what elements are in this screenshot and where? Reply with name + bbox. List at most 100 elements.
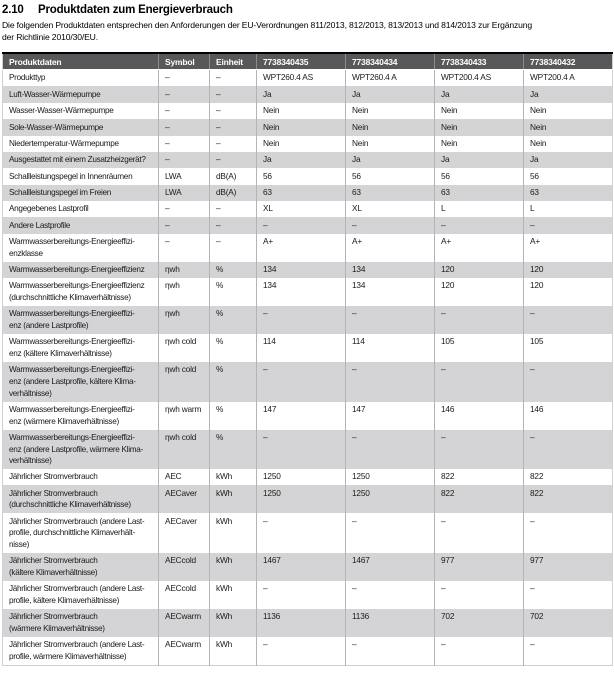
- value-cell: Ja: [434, 151, 524, 169]
- value-cell: 1136: [256, 608, 346, 637]
- value-cell: –: [345, 362, 435, 402]
- value-cell: XL: [345, 201, 435, 218]
- value-cell: 134: [345, 278, 435, 307]
- symbol-cell: ηwh: [158, 306, 210, 335]
- symbol-cell: AECcold: [158, 553, 210, 581]
- table-body: Produkttyp – – WPT260.4 AS WPT260.4 A WPT200.…: [2, 69, 613, 666]
- value-cell: –: [523, 580, 613, 609]
- unit-cell: –: [209, 233, 257, 262]
- symbol-cell: –: [158, 217, 210, 234]
- value-cell: A+: [256, 233, 346, 262]
- unit-cell: kWh: [209, 636, 257, 666]
- symbol-cell: LWA: [158, 184, 210, 201]
- symbol-cell: –: [158, 86, 210, 103]
- unit-cell: –: [209, 151, 257, 169]
- value-cell: 56: [434, 168, 524, 185]
- column-header-einheit: Einheit: [209, 53, 257, 70]
- symbol-cell: ηwh: [158, 278, 210, 307]
- unit-cell: kWh: [209, 485, 257, 514]
- table-row: Jährlicher Stromverbrauch (andere Last- …: [3, 580, 613, 609]
- value-cell: –: [434, 217, 524, 234]
- column-header-article-7738340432: 7738340432: [523, 53, 613, 70]
- value-cell: 1250: [345, 485, 435, 514]
- table-row: Warmwasserbereitungs-Energieeffizienz (d…: [3, 278, 613, 307]
- row-label: Jährlicher Stromverbrauch (andere Last- …: [9, 640, 145, 661]
- value-cell: WPT260.4 AS: [256, 69, 346, 87]
- row-label: Sole-Wasser-Wärmepumpe: [9, 122, 104, 132]
- value-cell: Nein: [523, 119, 613, 136]
- value-cell: Ja: [345, 151, 435, 169]
- table-row: Ausgestattet mit einem Zusatzheizgerät? –…: [2, 151, 613, 169]
- table-row: Warmwasserbereitungs-Energieeffizi- enz …: [2, 306, 613, 335]
- unit-cell: kWh: [209, 513, 257, 553]
- symbol-cell: LWA: [158, 168, 210, 185]
- symbol-cell: ηwh warm: [158, 401, 210, 430]
- value-cell: 134: [345, 261, 435, 279]
- value-cell: 1250: [256, 469, 346, 486]
- value-cell: 702: [434, 608, 524, 637]
- section-number: 2.10: [2, 4, 24, 16]
- value-cell: L: [434, 201, 524, 218]
- value-cell: –: [523, 362, 613, 402]
- symbol-cell: AECaver: [158, 485, 210, 514]
- unit-cell: dB(A): [209, 184, 257, 201]
- table-row: Jährlicher Stromverbrauch (wärmere Klima…: [2, 608, 613, 637]
- row-label: Warmwasserbereitungs-Energieeffizi- enz …: [9, 309, 135, 331]
- value-cell: –: [345, 217, 435, 234]
- value-cell: L: [523, 201, 613, 218]
- unit-cell: %: [209, 401, 257, 430]
- value-cell: 56: [345, 168, 435, 185]
- value-cell: –: [523, 513, 613, 553]
- value-cell: Nein: [523, 102, 613, 120]
- section-heading: 2.10 Produktdaten zum Energieverbrauch: [2, 4, 613, 16]
- symbol-cell: –: [158, 201, 210, 218]
- table-row: Jährlicher Stromverbrauch (durchschnittl…: [2, 485, 613, 514]
- intro-paragraph: Die folgenden Produktdaten entsprechen d…: [2, 20, 532, 42]
- value-cell: 702: [523, 608, 613, 637]
- value-cell: –: [345, 513, 435, 553]
- row-label: Jährlicher Stromverbrauch (durchschnittl…: [9, 488, 131, 510]
- row-label: Schallleistungspegel im Freien: [9, 188, 112, 198]
- value-cell: A+: [523, 233, 613, 262]
- value-cell: –: [256, 636, 346, 666]
- symbol-cell: AECwarm: [158, 608, 210, 637]
- unit-cell: kWh: [209, 469, 257, 486]
- table-row: Jährlicher Stromverbrauch AEC kWh 1250 1250 8…: [3, 469, 613, 486]
- unit-cell: %: [209, 429, 257, 470]
- product-data-table: Produktdaten Symbol Einheit 7738340435 7…: [2, 52, 613, 666]
- symbol-cell: ηwh cold: [158, 362, 210, 402]
- row-label: Warmwasserbereitungs-Energieeffizi- enz …: [9, 404, 135, 426]
- value-cell: 134: [256, 261, 346, 279]
- value-cell: Ja: [256, 151, 346, 169]
- column-header-article-7738340434: 7738340434: [345, 53, 435, 70]
- value-cell: –: [434, 429, 524, 470]
- unit-cell: kWh: [209, 608, 257, 637]
- symbol-cell: –: [158, 151, 210, 169]
- symbol-cell: –: [158, 102, 210, 120]
- value-cell: Nein: [256, 119, 346, 136]
- value-cell: 105: [523, 334, 613, 362]
- symbol-cell: ηwh: [158, 261, 210, 279]
- value-cell: WPT200.4 A: [523, 69, 613, 87]
- unit-cell: %: [209, 261, 257, 279]
- value-cell: –: [256, 513, 346, 553]
- value-cell: Nein: [256, 102, 346, 120]
- value-cell: 56: [256, 168, 346, 185]
- value-cell: –: [345, 429, 435, 470]
- unit-cell: –: [209, 86, 257, 103]
- column-header-symbol: Symbol: [158, 53, 210, 70]
- value-cell: –: [345, 580, 435, 609]
- row-label: Angegebenes Lastprofil: [9, 204, 89, 214]
- value-cell: 822: [523, 469, 613, 486]
- value-cell: –: [256, 306, 346, 335]
- value-cell: –: [523, 217, 613, 234]
- symbol-cell: AECwarm: [158, 636, 210, 666]
- row-label: Luft-Wasser-Wärmepumpe: [9, 89, 101, 99]
- table-row: Wasser-Wasser-Wärmepumpe – – Nein Nein Nein Ne…: [3, 102, 613, 120]
- value-cell: 1250: [345, 469, 435, 486]
- value-cell: –: [523, 306, 613, 335]
- row-label: Andere Lastprofile: [9, 220, 71, 230]
- value-cell: Nein: [434, 119, 524, 136]
- row-label: Warmwasserbereitungs-Energieeffizienz: [9, 265, 145, 275]
